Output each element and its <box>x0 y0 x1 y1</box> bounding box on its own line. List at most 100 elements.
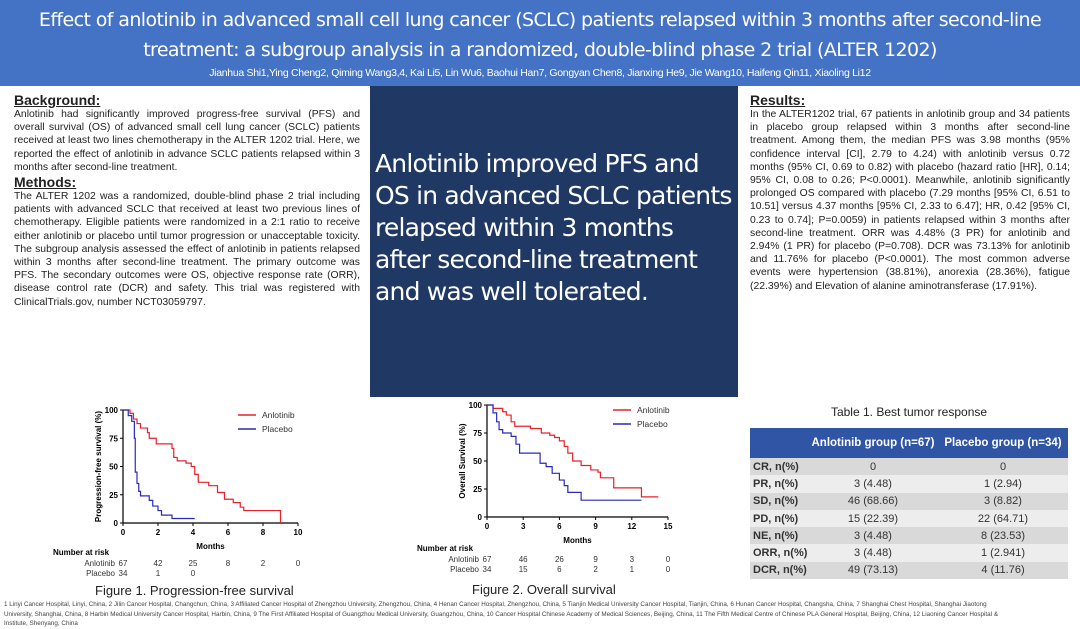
table-cell: 0 <box>938 458 1068 476</box>
background-heading: Background: <box>14 92 101 108</box>
at-risk-count: 46 <box>519 555 528 564</box>
at-risk-count: 34 <box>119 569 128 578</box>
background-text: Anlotinib had significantly improved pro… <box>14 109 360 173</box>
conclusion-box: Anlotinib improved PFS and OS in advance… <box>370 86 738 397</box>
table-cell: 4 (11.76) <box>938 561 1068 580</box>
at-risk-count: 67 <box>483 555 492 564</box>
y-tick-label: 100 <box>469 401 483 410</box>
legend-label: Placebo <box>262 424 293 434</box>
table-cell: 3 (8.82) <box>938 492 1068 510</box>
y-tick-label: 100 <box>105 406 119 415</box>
at-risk-count: 2 <box>593 565 598 574</box>
y-tick-label: 25 <box>473 485 482 494</box>
at-risk-count: 34 <box>483 565 492 574</box>
legend-label: Anlotinib <box>262 410 295 420</box>
at-risk-count: 1 <box>156 569 161 578</box>
x-axis-label: Months <box>196 542 225 551</box>
table-header-cell: Placebo group (n=34) <box>938 428 1068 458</box>
left-column: Background: Anlotinib had significantly … <box>14 92 360 309</box>
x-tick-label: 3 <box>521 522 526 531</box>
y-tick-label: 75 <box>109 434 118 443</box>
y-axis-label: Progression-free survival (%) <box>94 411 103 522</box>
affiliations-footer: 1 Linyi Cancer Hospital, Linyi, China, 2… <box>4 601 999 627</box>
at-risk-count: 1 <box>630 565 635 574</box>
table-cell: CR, n(%) <box>750 458 808 476</box>
table-cell: PD, n(%) <box>750 509 808 528</box>
x-tick-label: 12 <box>627 522 636 531</box>
table-row: CR, n(%) 0 0 <box>750 458 1068 476</box>
table-cell: 0 <box>808 458 938 476</box>
x-tick-label: 8 <box>261 528 266 537</box>
table-cell: DCR, n(%) <box>750 561 808 580</box>
table-title: Table 1. Best tumor response <box>830 405 988 419</box>
at-risk-count: 25 <box>189 559 198 568</box>
at-risk-count: 6 <box>557 565 562 574</box>
table-row: NE, n(%) 3 (4.48) 8 (23.53) <box>750 527 1068 545</box>
table-cell: 49 (73.13) <box>808 561 938 580</box>
y-tick-label: 75 <box>473 429 482 438</box>
table-cell: 46 (68.66) <box>808 492 938 510</box>
table-row: DCR, n(%) 49 (73.13) 4 (11.76) <box>750 561 1068 580</box>
table-cell: 8 (23.53) <box>938 527 1068 545</box>
table-header-cell: Anlotinib group (n=67) <box>808 428 938 458</box>
x-axis-label: Months <box>563 536 592 545</box>
at-risk-count: 0 <box>666 565 671 574</box>
poster-title: Effect of anlotinib in advanced small ce… <box>38 9 1042 61</box>
table-cell: NE, n(%) <box>750 527 808 545</box>
at-risk-count: 42 <box>154 559 163 568</box>
table-cell: ORR, n(%) <box>750 544 808 562</box>
x-tick-label: 9 <box>593 522 598 531</box>
x-tick-label: 0 <box>485 522 490 531</box>
table-header-row: Anlotinib group (n=67) Placebo group (n=… <box>750 428 1068 458</box>
at-risk-count: 2 <box>261 559 266 568</box>
legend-label: Placebo <box>637 419 668 429</box>
y-tick-label: 0 <box>114 519 119 528</box>
km-curve-placebo <box>487 404 642 501</box>
results-text: In the ALTER1202 trial, 67 patients in a… <box>750 109 1070 292</box>
tumor-response-table: Anlotinib group (n=67) Placebo group (n=… <box>750 428 1068 580</box>
methods-heading: Methods: <box>14 174 77 191</box>
at-risk-count: 0 <box>666 555 671 564</box>
x-tick-label: 6 <box>226 528 231 537</box>
table-cell: 22 (64.71) <box>938 509 1068 528</box>
x-tick-label: 15 <box>664 522 673 531</box>
at-risk-count: 15 <box>519 565 528 574</box>
km-curve-placebo <box>123 409 195 520</box>
x-tick-label: 6 <box>557 522 562 531</box>
at-risk-count: 3 <box>630 555 635 564</box>
at-risk-count: 8 <box>226 559 231 568</box>
table-header-cell <box>750 428 808 458</box>
y-tick-label: 50 <box>109 463 118 472</box>
at-risk-group: Anlotinib <box>84 559 115 568</box>
poster-header: Effect of anlotinib in advanced small ce… <box>0 0 1080 86</box>
at-risk-group: Anlotinib <box>448 555 479 564</box>
at-risk-group: Placebo <box>86 569 115 578</box>
x-tick-label: 0 <box>121 528 126 537</box>
figure-2-caption: Figure 2. Overall survival <box>472 582 616 597</box>
table-cell: 1 (2.94) <box>938 475 1068 493</box>
at-risk-count: 9 <box>593 555 598 564</box>
table-cell: 3 (4.48) <box>808 544 938 562</box>
at-risk-count: 26 <box>555 555 564 564</box>
y-tick-label: 0 <box>478 513 483 522</box>
at-risk-count: 67 <box>119 559 128 568</box>
table-cell: SD, n(%) <box>750 492 808 510</box>
table-row: PD, n(%) 15 (22.39) 22 (64.71) <box>750 509 1068 528</box>
at-risk-label: Number at risk <box>53 548 110 557</box>
table-cell: PR, n(%) <box>750 475 808 493</box>
at-risk-count: 0 <box>296 559 301 568</box>
figure-1-caption: Figure 1. Progression-free survival <box>95 583 294 598</box>
results-heading: Results: <box>750 92 806 108</box>
table-row: SD, n(%) 46 (68.66) 3 (8.82) <box>750 492 1068 510</box>
author-list: Jianhua Shi1,Ying Cheng2, Qiming Wang3,4… <box>209 67 871 79</box>
km-curve-anlotinib <box>123 409 282 523</box>
y-tick-label: 50 <box>473 457 482 466</box>
table-cell: 3 (4.48) <box>808 475 938 493</box>
km-curve-anlotinib <box>487 404 659 498</box>
at-risk-group: Placebo <box>450 565 479 574</box>
y-tick-label: 25 <box>109 491 118 500</box>
table-row: PR, n(%) 3 (4.48) 1 (2.94) <box>750 475 1068 493</box>
methods-text: The ALTER 1202 was a randomized, double-… <box>14 191 360 308</box>
